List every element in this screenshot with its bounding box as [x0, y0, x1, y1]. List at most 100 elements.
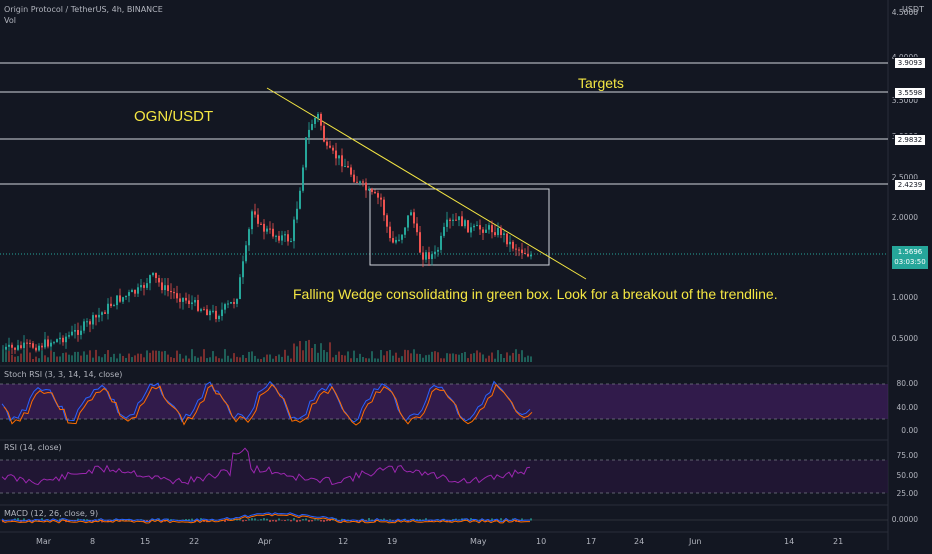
macd-histogram-bar — [23, 518, 25, 521]
macd-histogram-bar — [110, 520, 112, 522]
volume-bar — [200, 356, 202, 362]
volume-bar — [437, 352, 439, 362]
macd-histogram-bar — [188, 519, 190, 521]
volume-bar — [284, 349, 286, 362]
volume-bar — [332, 357, 334, 362]
macd-histogram-bar — [371, 519, 373, 521]
wedge-note-annotation: Falling Wedge consolidating in green box… — [293, 286, 778, 302]
candle-body — [101, 312, 103, 315]
time-tick: 19 — [387, 537, 398, 546]
candle-body — [116, 295, 118, 306]
candle-body — [194, 300, 196, 303]
macd-histogram-bar — [116, 519, 118, 521]
macd-histogram-bar — [248, 519, 250, 521]
candle-body — [515, 248, 517, 250]
volume-bar — [266, 354, 268, 362]
volume-bar — [50, 350, 52, 362]
macd-histogram-bar — [269, 520, 271, 522]
candle-body — [491, 225, 493, 233]
macd-histogram-bar — [314, 519, 316, 521]
volume-bar — [458, 354, 460, 362]
candle-body — [143, 285, 145, 288]
macd-histogram-bar — [365, 520, 367, 522]
candle-body — [77, 329, 79, 335]
volume-bar — [5, 352, 7, 362]
rsi-label[interactable]: RSI (14, close) — [4, 443, 62, 452]
macd-label[interactable]: MACD (12, 26, close, 9) — [4, 509, 99, 518]
macd-histogram-bar — [308, 520, 310, 522]
volume-bar — [17, 356, 19, 362]
macd-histogram-bar — [317, 519, 319, 521]
volume-bar — [176, 350, 178, 362]
candle-body — [80, 330, 82, 335]
candle-body — [149, 275, 151, 284]
price-tick: 2.0000 — [891, 213, 918, 222]
macd-histogram-bar — [272, 520, 274, 522]
candle-body — [134, 289, 136, 294]
stoch-rsi-label[interactable]: Stoch RSI (3, 3, 14, 14, close) — [4, 370, 123, 379]
volume-bar — [149, 352, 151, 362]
candle-body — [164, 285, 166, 291]
macd-histogram-bar — [17, 518, 19, 521]
macd-histogram-bar — [41, 518, 43, 521]
candle-body — [257, 214, 259, 224]
macd-histogram-bar — [428, 520, 430, 522]
volume-bar — [242, 354, 244, 362]
macd-histogram-bar — [83, 518, 85, 521]
volume-bar — [2, 349, 4, 362]
volume-bar — [11, 354, 13, 362]
volume-bar — [434, 351, 436, 362]
candle-body — [392, 238, 394, 243]
volume-bar — [461, 353, 463, 362]
macd-histogram-bar — [266, 518, 268, 521]
macd-histogram-bar — [425, 518, 427, 521]
volume-bar — [26, 349, 28, 362]
candle-body — [173, 292, 175, 294]
candle-body — [242, 261, 244, 278]
candle-body — [380, 197, 382, 200]
volume-bar — [41, 350, 43, 362]
candle-body — [92, 315, 94, 325]
candle-body — [161, 282, 163, 291]
volume-bar — [224, 349, 226, 362]
stoch-tick: 80.00 — [896, 379, 918, 388]
volume-bar — [314, 344, 316, 362]
volume-bar — [212, 351, 214, 362]
candle-body — [203, 309, 205, 311]
candle-body — [119, 295, 121, 302]
volume-bar — [455, 354, 457, 362]
candle-body — [104, 312, 106, 314]
volume-bar — [470, 353, 472, 362]
macd-histogram-bar — [482, 519, 484, 521]
volume-bar — [23, 350, 25, 362]
volume-bar — [521, 350, 523, 362]
candle-body — [128, 292, 130, 296]
macd-histogram-bar — [470, 518, 472, 521]
volume-bar — [32, 358, 34, 362]
candle-body — [320, 113, 322, 126]
macd-histogram-bar — [251, 518, 253, 521]
macd-histogram-bar — [278, 518, 280, 521]
candle-body — [137, 287, 139, 294]
volume-bar — [368, 358, 370, 362]
volume-bar — [83, 351, 85, 362]
candle-body — [74, 329, 76, 332]
volume-bar — [95, 349, 97, 362]
candle-body — [221, 309, 223, 317]
candle-body — [281, 235, 283, 241]
current-price-box: 1.5696 03:03:50 — [892, 246, 928, 269]
volume-bar — [116, 358, 118, 362]
volume-bar — [494, 358, 496, 362]
price-tick: 1.0000 — [891, 293, 918, 302]
candle-body — [494, 232, 496, 236]
level-price-box: 2.4239 — [894, 179, 926, 191]
macd-histogram-bar — [419, 519, 421, 521]
macd-histogram-bar — [281, 520, 283, 521]
macd-histogram-bar — [485, 520, 487, 522]
volume-bar — [407, 350, 409, 362]
volume-bar — [107, 350, 109, 362]
volume-bar — [188, 358, 190, 362]
candle-body — [287, 234, 289, 242]
